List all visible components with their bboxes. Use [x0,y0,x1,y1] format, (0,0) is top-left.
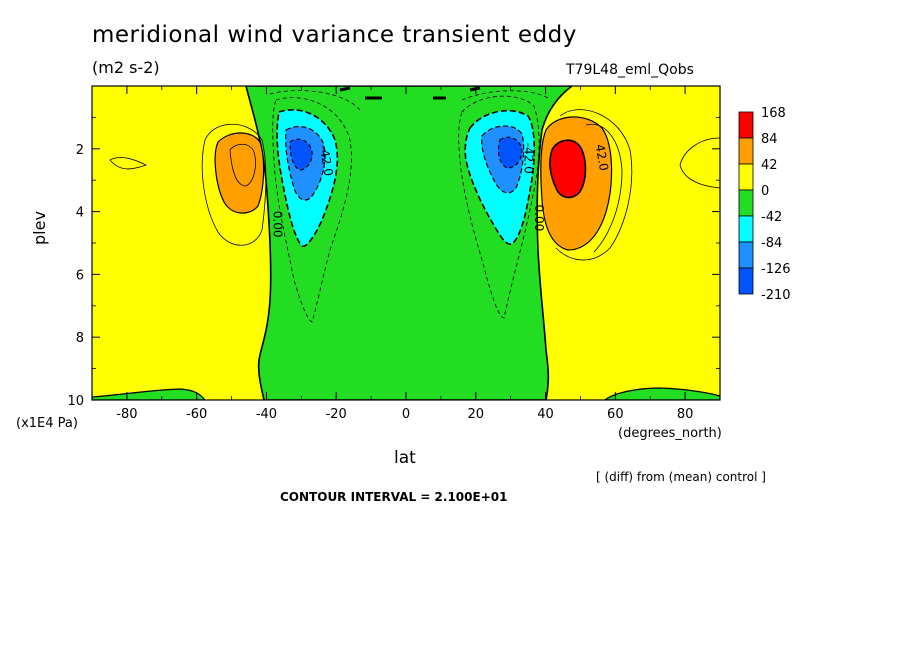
sh-band-neg210-to-neg126 [289,138,313,171]
sh-band-42-to-84 [214,132,265,214]
x-tick-label: -60 [186,407,207,422]
x-tick-label: 20 [468,407,485,422]
x-tick-label: 40 [537,407,554,422]
contour-interval-label: CONTOUR INTERVAL = 2.100E+01 [280,490,508,504]
x-tick-label: -20 [326,407,347,422]
negative-contours [269,90,549,323]
y-tick-label: 4 [76,206,84,221]
nh-band-84-to-168 [549,139,587,199]
colorbar-swatch [738,111,754,139]
colorbar-label: 0 [761,184,769,199]
y-tick-label: 2 [76,143,84,158]
units-label: (m2 s-2) [92,58,160,77]
contour-label: -42.0 [522,143,536,174]
x-tick-label: -80 [116,407,137,422]
colorbar-legend: 168 84 42 0 -42 -84 -126 -210 [738,106,791,303]
colorbar-swatch [738,137,754,165]
colorbar-swatch [738,189,754,217]
contour-labels: 0.00 -42.0 0.00 -42.0 42.0 [270,143,611,238]
chart-title: meridional wind variance transient eddy [92,22,577,48]
y-tick-label: 6 [76,268,84,283]
y-tick-label: 10 [67,394,84,409]
contour-label: 0.00 [270,211,284,238]
x-axis-label: lat [394,448,416,468]
y-axis-ticks: 2 4 6 8 10 [67,117,720,409]
colorbar-swatch [738,163,754,191]
colorbar-label: 168 [761,106,786,121]
x-tick-label: 0 [402,407,410,422]
colorbar-swatch [738,241,754,269]
band-neg42-to-0-bottom-right [604,387,720,400]
positive-contours [109,109,720,261]
colorbar-label: -42 [761,210,782,225]
colorbar-label: -126 [761,262,791,277]
contour-label: 0.00 [532,205,546,232]
nh-band-neg210-to-neg126 [497,136,523,169]
colorbar-swatch [738,215,754,243]
colorbar-label: 84 [761,132,778,147]
x-tick-label: 60 [607,407,624,422]
top-contour-fragments [339,86,481,100]
y-unit-label: (x1E4 Pa) [16,416,78,431]
contour-label: 42.0 [593,143,611,172]
band-neg42-to-0-bottom-left [92,388,206,400]
colorbar-label: -210 [761,288,791,303]
run-id-label: T79L48_eml_Qobs [566,62,694,78]
contour-label: -42.0 [317,144,336,177]
colorbar-swatch [738,267,754,295]
y-tick-label: 8 [76,331,84,346]
colorbar-label: 42 [761,158,778,173]
x-tick-label: 80 [677,407,694,422]
colorbar-label: -84 [761,236,782,251]
x-tick-label: -40 [256,407,277,422]
diff-note: [ (diff) from (mean) control ] [596,470,766,484]
x-axis-ticks: -80 -60 -40 -20 0 20 40 60 80 [91,86,721,422]
x-unit-label: (degrees_north) [618,426,722,441]
